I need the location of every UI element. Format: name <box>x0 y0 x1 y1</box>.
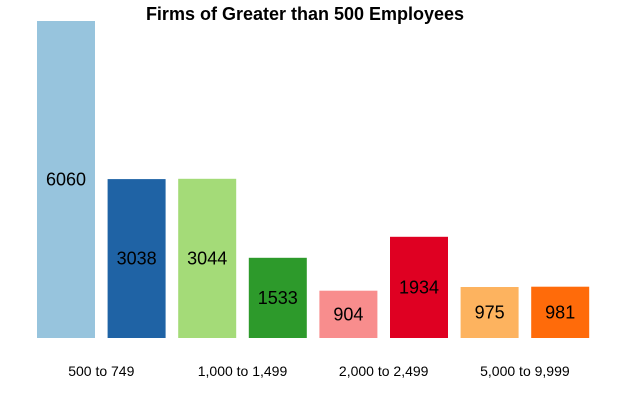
bars-group <box>37 21 590 338</box>
bar-5 <box>319 290 378 338</box>
value-label-1: 6060 <box>46 170 86 190</box>
value-label-6: 1934 <box>399 277 439 297</box>
value-labels-group: 6060 3038 3044 1533 904 1934 975 981 <box>46 170 575 325</box>
value-label-4: 1533 <box>258 288 298 308</box>
x-tick-label-4: 5,000 to 9,999 <box>480 363 570 379</box>
value-label-2: 3038 <box>117 249 157 269</box>
bar-8 <box>531 286 590 338</box>
value-label-8: 981 <box>545 302 575 322</box>
x-tick-label-1: 500 to 749 <box>68 363 134 379</box>
bar-3 <box>178 178 237 338</box>
value-label-7: 975 <box>475 303 505 323</box>
bar-7 <box>460 287 519 338</box>
bar-2 <box>107 179 166 338</box>
value-label-5: 904 <box>333 304 363 324</box>
bar-6 <box>390 236 448 338</box>
x-tick-label-3: 2,000 to 2,499 <box>339 363 429 379</box>
bar-4 <box>248 257 307 338</box>
x-tick-label-2: 1,000 to 1,499 <box>198 363 288 379</box>
bar-1 <box>37 21 95 338</box>
value-label-3: 3044 <box>187 248 227 268</box>
chart-title: Firms of Greater than 500 Employees <box>146 4 464 24</box>
x-tick-labels-group: 500 to 749 1,000 to 1,499 2,000 to 2,499 5,… <box>68 363 570 379</box>
